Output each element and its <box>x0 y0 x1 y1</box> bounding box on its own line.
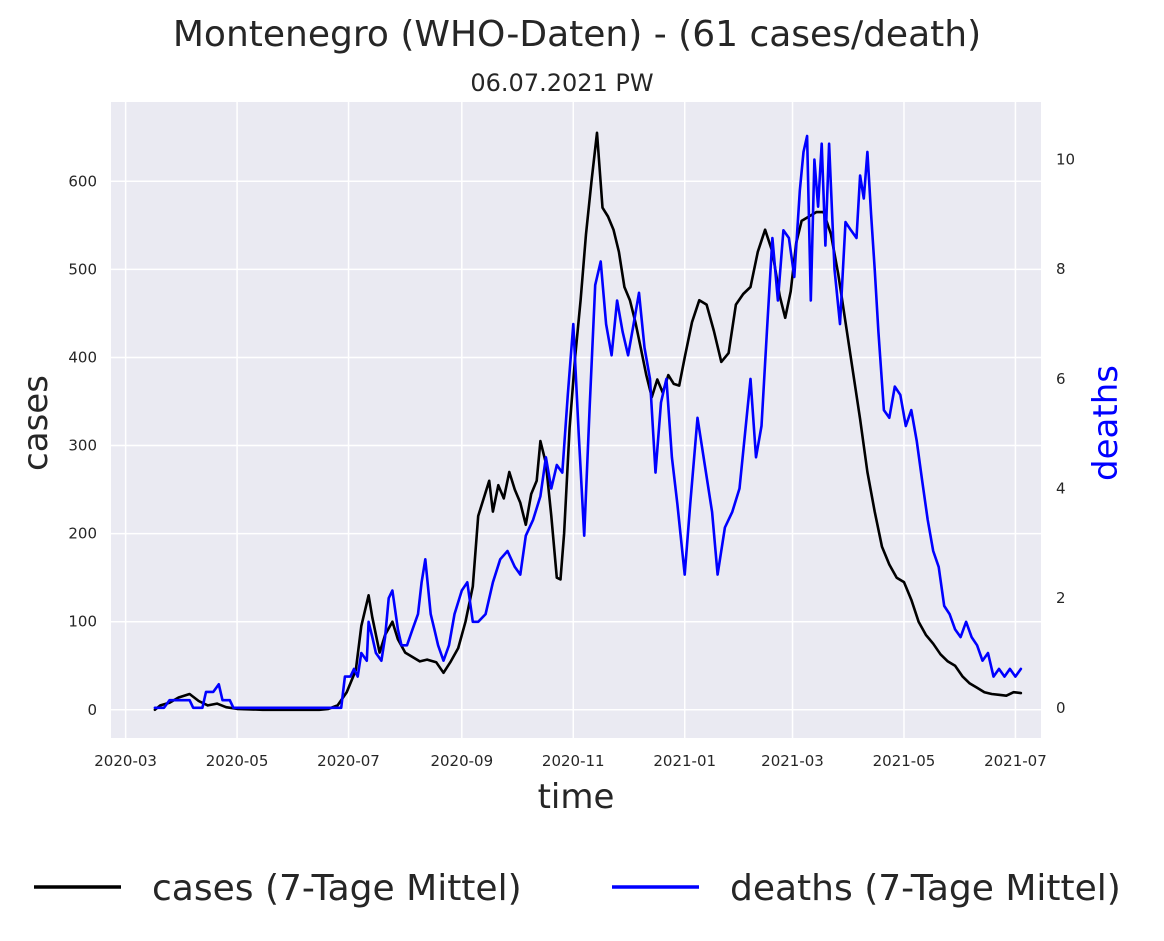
y-axis-right-label: deaths <box>1086 365 1126 481</box>
x-tick-label: 2021-01 <box>653 752 716 770</box>
plot-area <box>111 102 1041 738</box>
x-axis-label: time <box>538 777 615 817</box>
y-left-tick-label: 400 <box>68 348 97 366</box>
y-right-tick-label: 4 <box>1056 480 1066 498</box>
y-axis-left-label: cases <box>16 375 56 471</box>
y-left-tick-label: 0 <box>87 701 97 719</box>
y-right-tick-label: 10 <box>1056 151 1075 169</box>
y-right-tick-label: 0 <box>1056 699 1066 717</box>
series-layer <box>153 131 1023 712</box>
x-tick-label: 2020-07 <box>317 752 380 770</box>
x-tick-label: 2021-07 <box>984 752 1047 770</box>
y-right-tick-label: 2 <box>1056 589 1066 607</box>
y-right-tick-label: 8 <box>1056 260 1066 278</box>
y-left-tick-label: 100 <box>68 613 97 631</box>
legend: cases (7-Tage Mittel) deaths (7-Tage Mit… <box>34 868 1121 909</box>
y-axis-right-ticks: 0 2 4 6 8 10 <box>1056 151 1075 717</box>
y-axis-left-ticks: 0 100 200 300 400 500 600 <box>68 172 97 719</box>
series-line-cases <box>153 131 1023 712</box>
x-tick-label: 2020-09 <box>430 752 493 770</box>
x-axis-ticks: 2020-03 2020-05 2020-07 2020-09 2020-11 2021-… <box>94 752 1046 770</box>
legend-label-deaths: deaths (7-Tage Mittel) <box>730 868 1121 909</box>
x-tick-label: 2021-05 <box>873 752 936 770</box>
y-right-tick-label: 6 <box>1056 370 1066 388</box>
legend-label-cases: cases (7-Tage Mittel) <box>152 868 522 909</box>
chart-subtitle: 06.07.2021 PW <box>470 69 653 97</box>
y-left-tick-label: 500 <box>68 260 97 278</box>
x-tick-label: 2020-05 <box>206 752 269 770</box>
chart-title: Montenegro (WHO-Daten) - (61 cases/death… <box>173 14 981 55</box>
y-left-tick-label: 200 <box>68 525 97 543</box>
y-left-tick-label: 600 <box>68 172 97 190</box>
series-line-deaths <box>153 134 1023 710</box>
x-tick-label: 2020-03 <box>94 752 157 770</box>
x-tick-label: 2020-11 <box>542 752 605 770</box>
y-left-tick-label: 300 <box>68 437 97 455</box>
x-tick-label: 2021-03 <box>761 752 824 770</box>
